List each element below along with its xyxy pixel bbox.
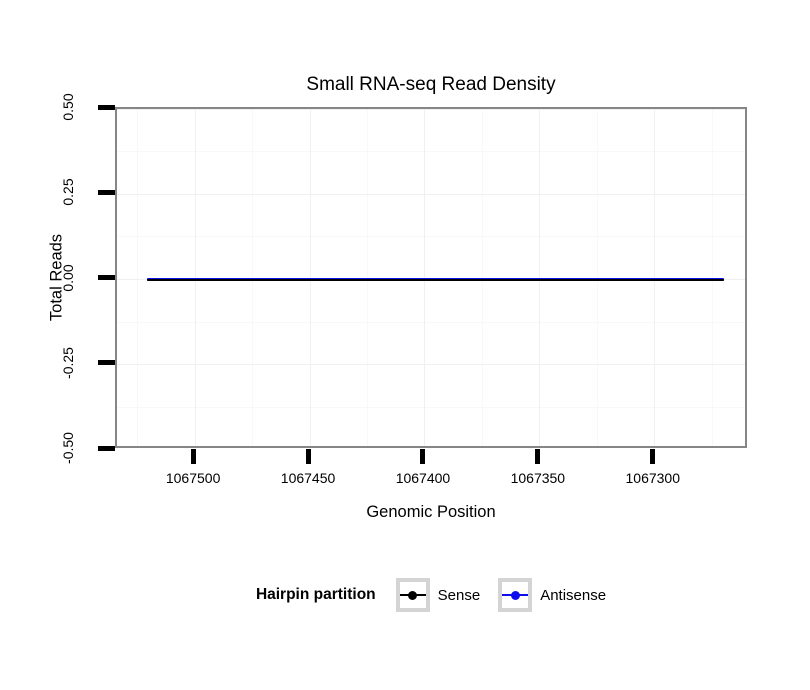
- y-tick-label: -0.50: [60, 432, 76, 464]
- y-tick-label: -0.25: [60, 346, 76, 379]
- x-tick-mark: [305, 449, 311, 464]
- gridline-minor-vertical: [137, 109, 139, 446]
- plot-panel: [115, 107, 747, 448]
- gridline-major-horizontal: [117, 109, 745, 110]
- legend: Hairpin partition Sense Antisense: [115, 576, 747, 614]
- gridline-minor-horizontal: [117, 321, 745, 323]
- y-tick-mark: [98, 104, 115, 110]
- x-tick-label: 1067350: [510, 470, 566, 486]
- legend-key-sense: [395, 578, 430, 612]
- y-tick-label: 0.00: [60, 263, 76, 292]
- legend-label: Antisense: [540, 586, 607, 604]
- gridline-major-vertical: [654, 109, 656, 446]
- legend-item-antisense: Antisense: [498, 578, 606, 612]
- x-tick-mark: [190, 449, 196, 464]
- y-tick-mark: [98, 445, 115, 451]
- x-tick-label: 1067300: [625, 470, 681, 486]
- gridline-major-vertical: [424, 109, 426, 446]
- x-axis-title: Genomic Position: [366, 503, 496, 521]
- legend-label: Sense: [437, 586, 481, 604]
- legend-title: Hairpin partition: [255, 586, 376, 603]
- gridline-major-horizontal: [117, 193, 745, 195]
- plot-title: Small RNA-seq Read Density: [306, 74, 556, 95]
- gridline-minor-vertical: [367, 109, 368, 446]
- y-tick-label: 0.50: [60, 93, 76, 121]
- legend-key-dot-icon: [408, 590, 418, 600]
- x-tick-mark: [650, 449, 656, 464]
- gridline-minor-horizontal: [117, 406, 745, 408]
- gridline-minor-horizontal: [117, 236, 745, 238]
- y-tick-mark: [98, 360, 115, 366]
- gridline-minor-vertical: [711, 109, 713, 446]
- legend-key-dot-icon: [510, 590, 520, 600]
- gridline-minor-vertical: [252, 109, 254, 446]
- legend-item-sense: Sense: [395, 578, 481, 612]
- x-tick-label: 1067450: [280, 470, 336, 486]
- x-tick-mark: [420, 449, 426, 464]
- gridline-minor-vertical: [481, 109, 483, 446]
- y-tick-label: 0.25: [60, 178, 76, 206]
- gridline-major-vertical: [194, 109, 196, 446]
- gridline-major-vertical: [309, 109, 311, 446]
- x-tick-label: 1067400: [395, 470, 451, 486]
- y-tick-mark: [98, 189, 115, 195]
- gridline-minor-vertical: [596, 109, 598, 446]
- x-tick-label: 1067500: [165, 470, 221, 486]
- y-tick-mark: [98, 275, 115, 280]
- gridline-major-horizontal: [117, 364, 745, 366]
- x-tick-mark: [535, 449, 541, 464]
- gridline-major-vertical: [539, 109, 541, 446]
- gridline-minor-horizontal: [117, 151, 745, 153]
- legend-key-antisense: [498, 578, 533, 612]
- legend-items: Sense Antisense: [395, 578, 606, 612]
- series-line-sense: [146, 278, 724, 281]
